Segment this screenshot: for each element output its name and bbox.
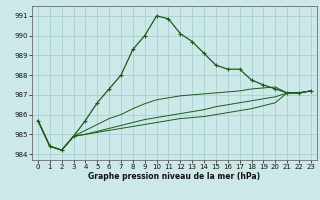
X-axis label: Graphe pression niveau de la mer (hPa): Graphe pression niveau de la mer (hPa) bbox=[88, 172, 260, 181]
